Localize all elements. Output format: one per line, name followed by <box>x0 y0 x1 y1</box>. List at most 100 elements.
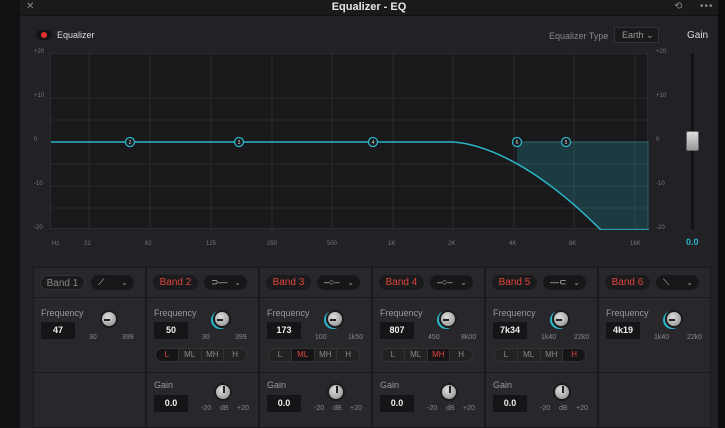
band-toggle-button[interactable]: Band 3 <box>266 275 311 290</box>
band-toggle-button[interactable]: Band 1 <box>40 275 85 290</box>
frequency-input[interactable]: 4k19 <box>606 322 640 339</box>
gain-knob[interactable] <box>553 383 571 401</box>
chevron-down-icon: ⌄ <box>460 278 467 287</box>
band-toggle-button[interactable]: Band 2 <box>153 275 198 290</box>
range-ml-button[interactable]: ML <box>405 349 428 361</box>
cut-area <box>517 142 649 230</box>
range-l-button[interactable]: L <box>382 349 405 361</box>
close-icon[interactable]: ✕ <box>26 1 35 12</box>
gain-max: +20 <box>237 405 249 412</box>
gain-input[interactable]: 0.0 <box>380 395 414 412</box>
knob-indicator <box>104 319 110 321</box>
frequency-input[interactable]: 47 <box>41 322 75 339</box>
range-ml-button[interactable]: ML <box>518 349 541 361</box>
band-node-3[interactable] <box>233 136 245 148</box>
band-node-6[interactable] <box>511 136 523 148</box>
range-l-button[interactable]: L <box>269 349 292 361</box>
frequency-knob[interactable] <box>100 310 118 328</box>
frequency-knob[interactable] <box>213 310 231 328</box>
band-node-5[interactable] <box>560 136 572 148</box>
window-title: Equalizer - EQ <box>331 1 407 13</box>
gain-slider-thumb[interactable] <box>686 131 699 151</box>
frequency-input[interactable]: 173 <box>267 322 301 339</box>
range-mh-button[interactable]: MH <box>427 349 451 361</box>
eq-graph[interactable]: 2 3 4 6 5 <box>50 53 649 231</box>
high-shelf-icon: —⊂ <box>550 277 567 287</box>
gain-unit: dB <box>446 405 455 412</box>
gain-label: Gain <box>380 380 400 390</box>
gain-input[interactable]: 0.0 <box>267 395 301 412</box>
frequency-knob[interactable] <box>552 310 570 328</box>
band-header: Band 4 –○– ⌄ <box>373 268 484 298</box>
knob-indicator <box>562 386 564 393</box>
band-toggle-button[interactable]: Band 6 <box>605 275 650 290</box>
frequency-label: Frequency <box>154 308 197 318</box>
equalizer-label: Equalizer <box>57 30 95 40</box>
filter-shape-dropdown[interactable]: –○– ⌄ <box>317 275 360 290</box>
x-tick: 125 <box>206 241 217 247</box>
band-node-2[interactable] <box>124 136 136 148</box>
equalizer-type-dropdown[interactable]: Earth ⌄ <box>614 27 659 43</box>
eq-curve <box>51 141 649 231</box>
gain-knob[interactable] <box>214 383 232 401</box>
y-tick-right: -20 <box>656 225 665 231</box>
frequency-knob[interactable] <box>439 310 457 328</box>
chevron-down-icon: ⌄ <box>686 278 693 287</box>
frequency-input[interactable]: 7k34 <box>493 322 527 339</box>
gain-max: +20 <box>463 405 475 412</box>
frequency-min: 30 <box>202 334 210 341</box>
equalizer-toggle[interactable] <box>36 30 52 40</box>
reset-icon[interactable]: ⟲ <box>674 1 683 12</box>
range-h-button[interactable]: H <box>458 350 465 359</box>
band-toggle-button[interactable]: Band 4 <box>379 275 424 290</box>
gain-label: Gain <box>493 380 513 390</box>
more-icon[interactable]: ••• <box>700 1 714 12</box>
filter-shape-dropdown[interactable]: ⊃— ⌄ <box>204 275 247 290</box>
frequency-max: 22k0 <box>574 334 590 341</box>
band-node-4[interactable] <box>367 136 379 148</box>
frequency-min: 1k40 <box>654 334 670 341</box>
band-panel-2: Band 2 ⊃— ⌄ Frequency 50 30 399 L ML MH H Gain… <box>146 267 259 428</box>
filter-shape-dropdown[interactable]: ⟍ ⌄ <box>656 275 699 290</box>
knob-indicator <box>556 319 562 321</box>
range-ml-button[interactable]: ML <box>291 349 315 361</box>
band-toggle-button[interactable]: Band 5 <box>492 275 537 290</box>
gain-label: Gain <box>154 380 174 390</box>
filter-shape-dropdown[interactable]: ⟋ ⌄ <box>91 275 134 290</box>
frequency-knob[interactable] <box>665 310 683 328</box>
frequency-max: 22k0 <box>687 334 703 341</box>
frequency-min: 450 <box>428 334 440 341</box>
range-l-button[interactable]: L <box>156 349 179 361</box>
range-h-button[interactable]: H <box>345 350 352 359</box>
range-ml-button[interactable]: ML <box>179 349 202 361</box>
frequency-section: Frequency 47 30 399 <box>34 298 145 373</box>
range-mh-button[interactable]: MH <box>541 349 564 361</box>
y-tick-right: 0 <box>656 137 660 143</box>
frequency-input[interactable]: 807 <box>380 322 414 339</box>
filter-shape-dropdown[interactable]: —⊂ ⌄ <box>543 275 586 290</box>
range-selector: L ML MH H <box>494 348 586 362</box>
range-mh-button[interactable]: MH <box>315 349 338 361</box>
range-l-button[interactable]: L <box>495 349 518 361</box>
range-selector: L ML MH H <box>268 348 360 362</box>
frequency-min: 1k40 <box>541 334 557 341</box>
gain-input[interactable]: 0.0 <box>154 395 188 412</box>
range-h-button[interactable]: H <box>232 350 239 359</box>
range-mh-button[interactable]: MH <box>202 349 225 361</box>
frequency-input[interactable]: 50 <box>154 322 188 339</box>
band-header: Band 2 ⊃— ⌄ <box>147 268 258 298</box>
range-h-button[interactable]: H <box>563 349 585 361</box>
band-header: Band 3 –○– ⌄ <box>260 268 371 298</box>
gain-label: Gain <box>267 380 287 390</box>
gain-knob[interactable] <box>440 383 458 401</box>
gain-input[interactable]: 0.0 <box>493 395 527 412</box>
x-tick: 1K <box>388 241 396 247</box>
y-tick-left: -20 <box>34 225 43 231</box>
band-node-label: 6 <box>516 140 519 146</box>
high-cut-icon: ⟍ <box>663 277 670 287</box>
frequency-knob[interactable] <box>326 310 344 328</box>
band-panel-3: Band 3 –○– ⌄ Frequency 173 100 1k50 L ML MH H… <box>259 267 372 428</box>
x-tick: 8K <box>569 241 577 247</box>
filter-shape-dropdown[interactable]: –○– ⌄ <box>430 275 473 290</box>
gain-knob[interactable] <box>327 383 345 401</box>
